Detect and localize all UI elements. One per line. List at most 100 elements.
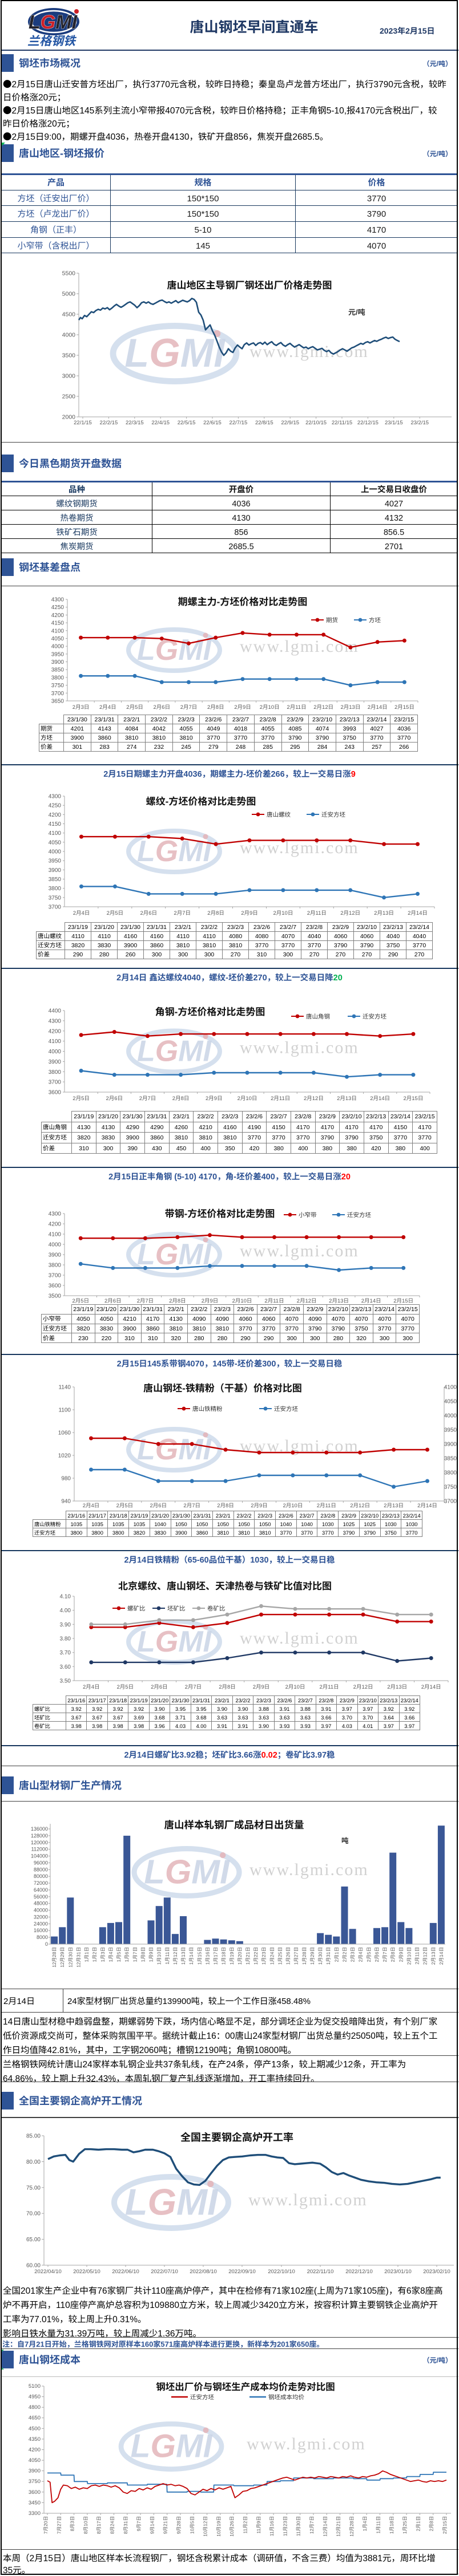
svg-text:2月6日: 2月6日 xyxy=(140,908,158,916)
svg-text:www.lgmi.com: www.lgmi.com xyxy=(240,1629,359,1648)
svg-text:3900: 3900 xyxy=(49,865,62,874)
svg-text:3900: 3900 xyxy=(51,657,65,666)
svg-text:16000: 16000 xyxy=(34,1926,48,1934)
svg-text:22/1/15: 22/1/15 xyxy=(74,418,92,426)
svg-text:1月17日: 1月17日 xyxy=(212,1947,219,1965)
svg-text:4150: 4150 xyxy=(49,819,62,827)
svg-text:2月13日: 2月13日 xyxy=(337,1094,357,1102)
svg-text:2月11日: 2月11日 xyxy=(271,1094,290,1102)
svg-text:2022/12/10: 2022/12/10 xyxy=(345,2267,373,2275)
svg-text:11月16日: 11月16日 xyxy=(268,2516,275,2536)
svg-text:22/12/15: 22/12/15 xyxy=(357,418,379,426)
svg-text:带钢-方坯价格对比走势图: 带钢-方坯价格对比走势图 xyxy=(165,1206,275,1220)
svg-text:www.lgmi.com: www.lgmi.com xyxy=(248,2190,368,2209)
svg-text:1月18日: 1月18日 xyxy=(388,2516,395,2534)
svg-text:4300: 4300 xyxy=(49,1209,62,1218)
svg-text:2月6日: 2月6日 xyxy=(373,1947,380,1962)
svg-text:4100: 4100 xyxy=(49,828,62,837)
svg-text:5100: 5100 xyxy=(29,2382,41,2390)
svg-text:2023/01/10: 2023/01/10 xyxy=(384,2267,412,2275)
svg-text:2500: 2500 xyxy=(62,392,76,401)
svg-text:2月7日: 2月7日 xyxy=(139,1094,156,1102)
svg-text:22/7/15: 22/7/15 xyxy=(230,418,248,426)
svg-text:10月19日: 10月19日 xyxy=(215,2516,222,2537)
svg-text:2月10日: 2月10日 xyxy=(273,908,293,916)
svg-text:3900: 3900 xyxy=(444,1439,457,1448)
svg-text:8月10日: 8月10日 xyxy=(82,2516,89,2534)
svg-text:136000: 136000 xyxy=(31,1825,48,1832)
svg-text:4500: 4500 xyxy=(29,2424,41,2432)
svg-text:64000: 64000 xyxy=(34,1886,48,1893)
svg-text:2月15日: 2月15日 xyxy=(394,703,414,711)
svg-text:2月11日: 2月11日 xyxy=(317,1501,336,1509)
svg-text:4200: 4200 xyxy=(49,810,62,818)
svg-text:2月10日: 2月10日 xyxy=(285,1682,305,1690)
svg-text:3900: 3900 xyxy=(29,2467,41,2474)
svg-text:3.60: 3.60 xyxy=(60,1662,71,1670)
svg-text:112000: 112000 xyxy=(31,1845,48,1853)
svg-text:2月8日: 2月8日 xyxy=(389,1947,396,1962)
svg-text:2月15日: 2月15日 xyxy=(403,1094,423,1102)
svg-text:3700: 3700 xyxy=(49,1271,62,1279)
svg-text:1月11日: 1月11日 xyxy=(375,2516,382,2534)
svg-text:70.00: 70.00 xyxy=(26,2209,41,2217)
svg-text:120000: 120000 xyxy=(31,1839,48,1846)
svg-text:www.lgmi.com: www.lgmi.com xyxy=(240,637,359,656)
svg-text:1月13日: 1月13日 xyxy=(180,1947,187,1965)
svg-text:4100: 4100 xyxy=(444,1382,457,1391)
svg-text:3950: 3950 xyxy=(444,1425,457,1434)
svg-text:LGMI: LGMI xyxy=(125,2172,219,2225)
svg-text:4050: 4050 xyxy=(444,1397,457,1405)
svg-text:3450: 3450 xyxy=(29,2498,41,2506)
svg-text:2月9日: 2月9日 xyxy=(202,1296,219,1304)
svg-text:80.00: 80.00 xyxy=(26,2157,41,2165)
svg-text:940: 940 xyxy=(61,1496,71,1505)
svg-text:2022/07/10: 2022/07/10 xyxy=(151,2267,178,2275)
svg-text:1月30日: 1月30日 xyxy=(317,1947,324,1965)
svg-text:1月27日: 1月27日 xyxy=(293,1947,300,1965)
svg-text:4500: 4500 xyxy=(62,310,76,319)
svg-text:2月4日: 2月4日 xyxy=(83,1501,100,1509)
svg-text:75.00: 75.00 xyxy=(26,2182,41,2191)
svg-text:2月4日: 2月4日 xyxy=(73,908,90,916)
svg-text:www.lgmi.com: www.lgmi.com xyxy=(240,1242,359,1260)
svg-text:12月14日: 12月14日 xyxy=(321,2516,328,2537)
svg-text:5000: 5000 xyxy=(62,290,76,298)
svg-text:22/6/15: 22/6/15 xyxy=(203,418,222,426)
svg-text:3500: 3500 xyxy=(49,1291,62,1300)
svg-text:3650: 3650 xyxy=(51,696,65,705)
svg-text:4950: 4950 xyxy=(29,2392,41,2400)
svg-text:小窄带: 小窄带 xyxy=(299,1211,317,1219)
svg-text:8月3日: 8月3日 xyxy=(69,2516,76,2531)
svg-text:www.lgmi.com: www.lgmi.com xyxy=(249,342,369,361)
svg-text:9月7日: 9月7日 xyxy=(135,2516,142,2531)
svg-text:1月1日: 1月1日 xyxy=(83,1947,90,1962)
svg-text:2月14日: 2月14日 xyxy=(438,1947,445,1965)
svg-text:3.80: 3.80 xyxy=(60,1634,71,1642)
svg-text:88000: 88000 xyxy=(34,1865,48,1873)
svg-text:2月9日: 2月9日 xyxy=(234,703,251,711)
svg-text:80000: 80000 xyxy=(34,1872,48,1880)
svg-text:3700: 3700 xyxy=(49,1077,62,1086)
svg-text:2月10日: 2月10日 xyxy=(405,1947,412,1965)
svg-text:2月14日: 2月14日 xyxy=(361,1296,381,1304)
svg-text:22/5/15: 22/5/15 xyxy=(178,418,196,426)
svg-text:2022/08/10: 2022/08/10 xyxy=(190,2267,217,2275)
svg-text:2月14日: 2月14日 xyxy=(421,1682,441,1690)
svg-text:1月28日: 1月28日 xyxy=(301,1947,308,1965)
svg-text:10月5日: 10月5日 xyxy=(188,2516,195,2534)
svg-text:2月5日: 2月5日 xyxy=(117,1682,134,1690)
svg-text:LGMI: LGMI xyxy=(137,827,212,870)
svg-text:2月13日: 2月13日 xyxy=(329,1296,349,1304)
svg-text:迁安方坯: 迁安方坯 xyxy=(321,810,345,819)
svg-text:1月20日: 1月20日 xyxy=(236,1947,243,1965)
svg-text:1月5日: 1月5日 xyxy=(115,1947,122,1962)
svg-text:2月11日: 2月11日 xyxy=(307,908,327,916)
svg-text:10月26日: 10月26日 xyxy=(228,2516,235,2537)
svg-text:4350: 4350 xyxy=(29,2435,41,2443)
svg-text:3850: 3850 xyxy=(49,874,62,883)
svg-text:8月24日: 8月24日 xyxy=(109,2516,116,2534)
svg-text:22/9/15: 22/9/15 xyxy=(281,418,299,426)
svg-text:1100: 1100 xyxy=(58,1405,71,1414)
svg-text:2月10日: 2月10日 xyxy=(260,703,280,711)
